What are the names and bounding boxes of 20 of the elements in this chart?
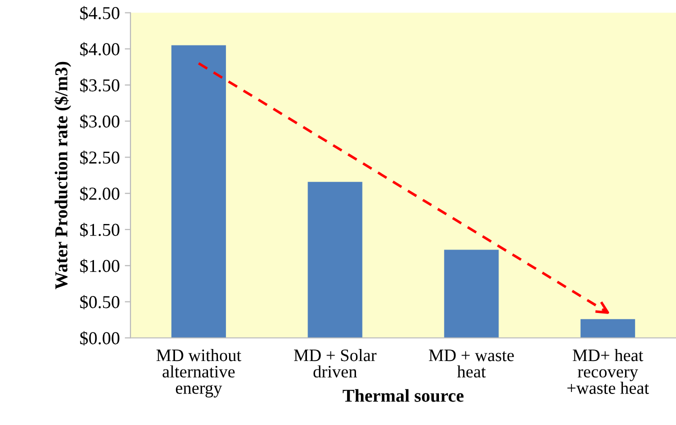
y-tick-label: $2.00 — [80, 186, 120, 202]
y-tick-label: $0.00 — [80, 331, 120, 346]
y-tick-label: $4.00 — [80, 42, 120, 57]
x-tick-label: MD+ heat recovery +waste heat — [567, 348, 649, 394]
x-tick-label: MD + Solar driven — [294, 348, 376, 378]
y-tick-label: $3.00 — [80, 114, 120, 129]
x-tick-label: MD without alternative energy — [156, 348, 242, 398]
bar — [444, 250, 499, 338]
bar — [171, 45, 226, 338]
y-tick-label: $1.50 — [80, 222, 120, 238]
x-axis-title: Thermal source — [342, 389, 464, 402]
y-tick-label: $0.50 — [80, 294, 120, 310]
y-tick-label: $2.50 — [80, 150, 120, 165]
y-tick-label: $4.50 — [80, 6, 120, 20]
x-tick-label: MD + waste heat — [428, 350, 514, 378]
y-axis-title: Water Production rate ($/m3) — [54, 62, 72, 290]
y-tick-label: $3.50 — [80, 78, 120, 93]
bar — [308, 182, 362, 338]
bar — [580, 319, 636, 338]
y-tick-label: $1.00 — [80, 258, 120, 274]
